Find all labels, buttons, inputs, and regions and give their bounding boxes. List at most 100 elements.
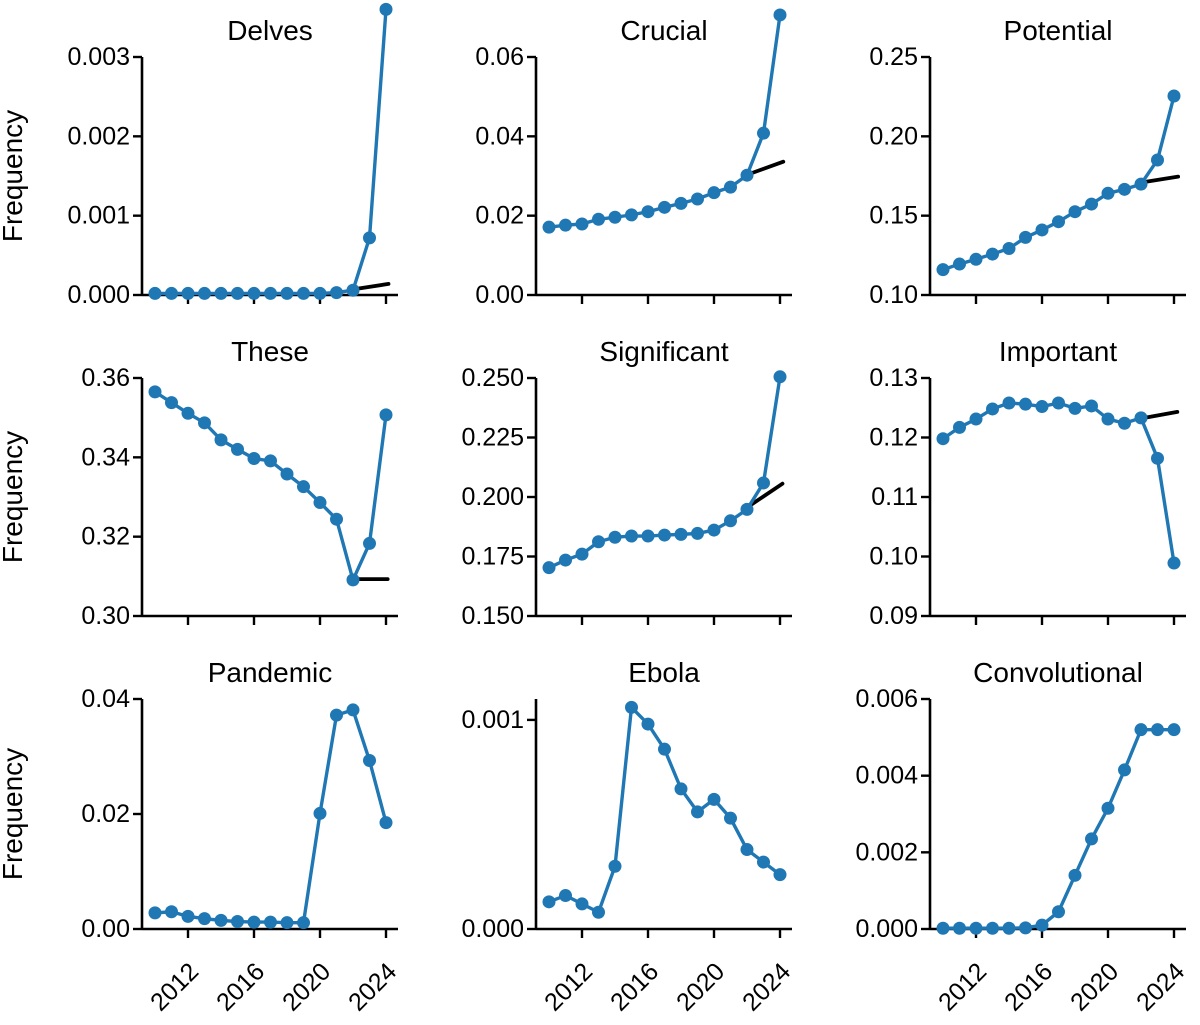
data-point-marker — [575, 217, 589, 231]
series-line — [941, 401, 1176, 565]
data-point-marker — [953, 921, 966, 935]
series-line — [153, 708, 388, 925]
y-tick-label: 0.11 — [871, 483, 918, 511]
data-point-marker — [1035, 400, 1049, 414]
data-point-marker — [674, 527, 688, 541]
data-point-marker — [1085, 399, 1098, 413]
x-tick-label: 2024 — [1131, 957, 1190, 1016]
chart-title: Important — [999, 336, 1117, 367]
data-point-marker — [707, 792, 721, 806]
data-point-marker — [773, 8, 787, 22]
y-tick-label: 0.04 — [81, 685, 130, 713]
chart-delves: 0.000 0.001 0.002 0.003 Delves Frequency — [0, 2, 398, 309]
data-point-marker — [214, 433, 228, 447]
data-point-marker — [757, 476, 770, 490]
y-tick-label: 0.32 — [81, 523, 130, 551]
data-point-marker — [592, 212, 605, 226]
data-point-marker — [707, 186, 721, 200]
data-point-marker — [658, 200, 671, 214]
y-tick-label: 0.002 — [855, 838, 918, 866]
y-tick-label: 0.02 — [475, 202, 524, 230]
data-point-marker — [1002, 921, 1016, 935]
data-point-marker — [625, 208, 638, 222]
data-point-marker — [1101, 186, 1115, 200]
data-point-marker — [1118, 182, 1131, 196]
y-tick-label: 0.002 — [67, 122, 130, 150]
data-point-marker — [641, 529, 655, 543]
chart-title: Potential — [1004, 15, 1113, 46]
data-point-marker — [1118, 763, 1131, 777]
data-point-marker — [575, 897, 589, 911]
data-point-marker — [1167, 723, 1181, 737]
y-tick-label: 0.20 — [869, 122, 918, 150]
data-point-marker — [757, 855, 770, 869]
data-point-marker — [1068, 868, 1082, 882]
y-tick-label: 0.25 — [869, 43, 918, 71]
x-tick-label: 2020 — [277, 957, 336, 1016]
data-point-marker — [1134, 177, 1148, 191]
data-point-marker — [297, 916, 310, 930]
data-point-marker — [608, 210, 622, 224]
y-tick-label: 0.175 — [461, 543, 524, 571]
data-point-marker — [592, 535, 605, 549]
data-point-marker — [1134, 411, 1148, 425]
data-point-marker — [986, 247, 999, 261]
data-point-marker — [608, 859, 622, 873]
data-point-marker — [1068, 205, 1082, 219]
data-point-marker — [969, 252, 983, 266]
x-tick-label: 2024 — [343, 957, 402, 1016]
y-tick-label: 0.30 — [81, 602, 130, 630]
x-tick-label: 2016 — [211, 957, 270, 1016]
x-tick-label: 2012 — [539, 957, 598, 1016]
data-point-marker — [280, 467, 294, 481]
data-point-marker — [953, 420, 966, 434]
y-tick-label: 0.006 — [855, 685, 918, 713]
data-point-marker — [608, 530, 622, 544]
data-point-marker — [936, 921, 950, 935]
y-tick-label: 0.00 — [81, 915, 130, 943]
chart-convolutional: 2012 2016 2020 2024 0.000 0.002 0.004 0.006 Conv… — [855, 657, 1190, 1017]
data-point-marker — [264, 915, 277, 929]
data-point-marker — [148, 385, 162, 399]
data-point-marker — [346, 703, 360, 717]
data-point-marker — [773, 370, 787, 384]
data-point-marker — [280, 916, 294, 930]
y-tick-label: 0.000 — [67, 281, 130, 309]
data-point-marker — [231, 286, 244, 300]
data-point-marker — [707, 523, 721, 537]
x-tick-label: 2016 — [999, 957, 1058, 1016]
data-point-marker — [641, 205, 655, 219]
data-point-marker — [330, 286, 343, 300]
data-point-marker — [542, 895, 556, 909]
data-point-marker — [1118, 416, 1131, 430]
y-tick-label: 0.004 — [855, 762, 918, 790]
data-point-marker — [1134, 723, 1148, 737]
y-tick-label: 0.003 — [67, 43, 130, 71]
data-point-marker — [674, 196, 688, 210]
data-point-marker — [936, 432, 950, 446]
data-point-marker — [346, 283, 360, 297]
chart-crucial: 0.00 0.02 0.04 0.06 Crucial — [475, 8, 792, 309]
y-tick-label: 0.00 — [475, 281, 524, 309]
y-tick-label: 0.36 — [81, 364, 130, 392]
chart-these: 0.30 0.32 0.34 0.36 These Frequency — [0, 336, 398, 630]
data-point-marker — [198, 286, 211, 300]
x-tick-label: 2020 — [1065, 957, 1124, 1016]
data-point-marker — [1019, 230, 1032, 244]
trend-line — [1144, 174, 1181, 184]
data-point-marker — [231, 915, 244, 929]
data-point-marker — [1151, 153, 1164, 167]
data-point-marker — [247, 915, 261, 929]
data-point-marker — [148, 286, 162, 300]
data-point-marker — [363, 231, 376, 245]
data-point-marker — [1101, 801, 1115, 815]
y-tick-label: 0.150 — [461, 602, 524, 630]
y-tick-label: 0.000 — [461, 915, 524, 943]
data-point-marker — [313, 286, 327, 300]
data-point-marker — [1101, 412, 1115, 426]
y-tick-label: 0.09 — [869, 602, 918, 630]
chart-important: 0.09 0.10 0.11 0.12 0.13 Important — [869, 336, 1186, 630]
data-point-marker — [740, 843, 754, 857]
data-point-marker — [575, 547, 589, 561]
y-tick-label: 0.04 — [475, 122, 524, 150]
